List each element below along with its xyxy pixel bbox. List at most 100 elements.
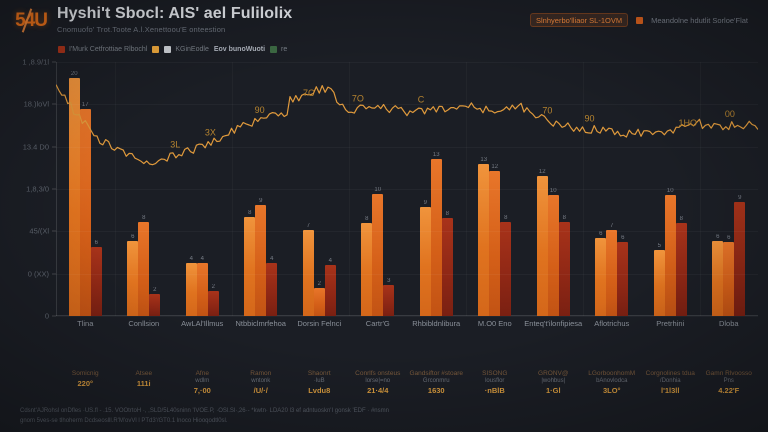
bar[interactable]: 13 [478, 157, 490, 316]
legend-item[interactable]: I'Murk Cetfrottiae Rlbochl [58, 45, 148, 53]
bar-value-label: 6 [599, 231, 603, 237]
page-header: 54U Hyshi't Sbocl: AIS' ael Fulilolix Cn… [0, 0, 768, 40]
x-axis-labels: Tlina Conllsion AwLAl'Illmus Ntbbiclmrfehoa… [56, 319, 758, 333]
bar[interactable]: 8 [441, 211, 453, 316]
y-axis-tick-label: 13.4 D0 [22, 142, 49, 152]
stat-sublabel: Pns [723, 378, 734, 385]
bar-group[interactable]: 8 10 3 [349, 62, 408, 316]
stat-item: Ramon wntonk/U/·/ [232, 370, 291, 400]
x-axis-label: Dloba [718, 319, 739, 328]
bar[interactable]: 6 [90, 240, 102, 316]
legend-item[interactable]: re [270, 45, 287, 53]
bar[interactable]: 12 [489, 164, 501, 316]
grid-line-vertical [700, 62, 701, 316]
bar[interactable]: 6 [617, 235, 629, 316]
bar[interactable]: 4 [324, 258, 336, 316]
bar[interactable]: 13 [430, 152, 442, 316]
bar-value-label: 6 [727, 234, 731, 241]
stat-value: 1·Gl [545, 386, 561, 396]
stat-value: 220° [77, 379, 93, 389]
y-axis-tick-label: 45/(Xl [29, 226, 49, 236]
bar[interactable]: 7 [606, 223, 618, 316]
stat-value: Lvdu8 [308, 386, 331, 396]
bar-value-label: 9 [423, 200, 427, 207]
header-series-label: Meandolne hdutlit Sorloe'Flat [651, 15, 748, 25]
grid-line [56, 146, 758, 148]
x-axis [56, 315, 758, 316]
y-axis-tick-mark [52, 188, 56, 190]
bar-group[interactable]: 6 8 2 [115, 62, 174, 316]
bar[interactable]: 6 [595, 231, 607, 316]
bar[interactable]: 9 [419, 200, 431, 316]
grid-line [56, 316, 758, 317]
bar[interactable]: 8 [244, 210, 256, 316]
bar[interactable]: 12 [536, 169, 548, 316]
bar[interactable]: 5 [653, 243, 665, 316]
bar-group[interactable]: 5 10 8 [641, 62, 700, 316]
bar[interactable]: 8 [558, 215, 570, 316]
bar[interactable]: 9 [255, 198, 267, 316]
legend-item[interactable] [152, 45, 160, 53]
y-axis-tick-label: 18.)loVl [23, 99, 49, 109]
grid-line-vertical [232, 62, 233, 316]
bar[interactable]: 8 [675, 216, 687, 316]
legend-item[interactable]: Eov bunoWuoti [214, 46, 265, 53]
bar-value-label: 8 [248, 209, 252, 216]
bar[interactable]: 7 [302, 223, 314, 316]
bar[interactable]: 10 [547, 188, 559, 316]
bar-group[interactable]: 7 2 4 [290, 62, 349, 316]
bar-value-label: 4 [328, 258, 332, 265]
bar-value-label: 5 [657, 243, 661, 250]
stat-value: 4.22'F [718, 386, 740, 396]
bar[interactable]: 8 [500, 215, 512, 316]
bar-value-label: 2 [317, 280, 321, 287]
bar[interactable]: 10 [372, 187, 384, 316]
bar[interactable]: 4 [266, 256, 278, 316]
header-titles: Hyshi't Sbocl: AIS' ael Fulilolix Cnomuo… [57, 5, 292, 34]
legend-label: I'Murk Cetfrottiae Rlbochl [69, 45, 148, 53]
stat-item: Conrlfs onsteus lorse|=no 21·4/4 [349, 370, 408, 400]
x-axis-label: M.O0 Eno [477, 319, 512, 328]
bar-value-label: 13 [480, 156, 488, 163]
grid-line [56, 231, 758, 233]
bar[interactable]: 6 [723, 235, 735, 316]
stat-label: Corgnolines tdua [645, 370, 695, 377]
bar-value-label: 2 [211, 283, 215, 290]
bar[interactable]: 2 [207, 284, 219, 316]
stat-item: Shaonrt ·luB Lvdu8 [290, 370, 349, 400]
bar[interactable]: 4 [185, 256, 197, 316]
x-axis-label: AwLAl'Illmus [181, 319, 224, 328]
bar[interactable]: 2 [313, 281, 325, 316]
chart-legend: I'Murk Cetfrottiae Rlbochl KGinEodle Eov b… [58, 41, 287, 57]
stat-sublabel: bAnovlodca [596, 378, 628, 385]
bar[interactable]: 6 [127, 234, 139, 316]
stat-value: ·nBlB [484, 386, 505, 396]
bar[interactable]: 6 [712, 234, 724, 316]
legend-swatch-icon [152, 45, 160, 53]
stat-label: GRONV@ [538, 370, 569, 377]
bar[interactable]: 2 [149, 287, 161, 316]
stat-sublabel: /Donhia [659, 378, 681, 385]
bar[interactable]: 17 [79, 102, 91, 316]
bar-group[interactable]: 12 10 8 [524, 62, 583, 316]
bar-value-label: 7 [306, 222, 310, 229]
stat-label: Ramon [250, 370, 272, 377]
bar[interactable]: 8 [138, 215, 150, 316]
legend-item[interactable]: KGinEodle [164, 45, 209, 53]
bar[interactable]: 20 [68, 71, 80, 316]
bar[interactable]: 3 [383, 278, 395, 316]
bar[interactable]: 8 [361, 216, 373, 316]
bar[interactable]: 9 [734, 195, 746, 316]
stat-sublabel: ·luB [313, 378, 325, 385]
stat-value: 21·4/4 [367, 386, 389, 396]
bar[interactable]: 4 [196, 256, 208, 316]
bar-value-label: 8 [562, 215, 566, 222]
stat-label: Gandsiftor #stoare [409, 370, 463, 377]
bar[interactable]: 10 [664, 188, 676, 316]
stat-item: Atsee 111i [115, 370, 174, 400]
stat-item: Somicnig 220° [56, 370, 115, 400]
